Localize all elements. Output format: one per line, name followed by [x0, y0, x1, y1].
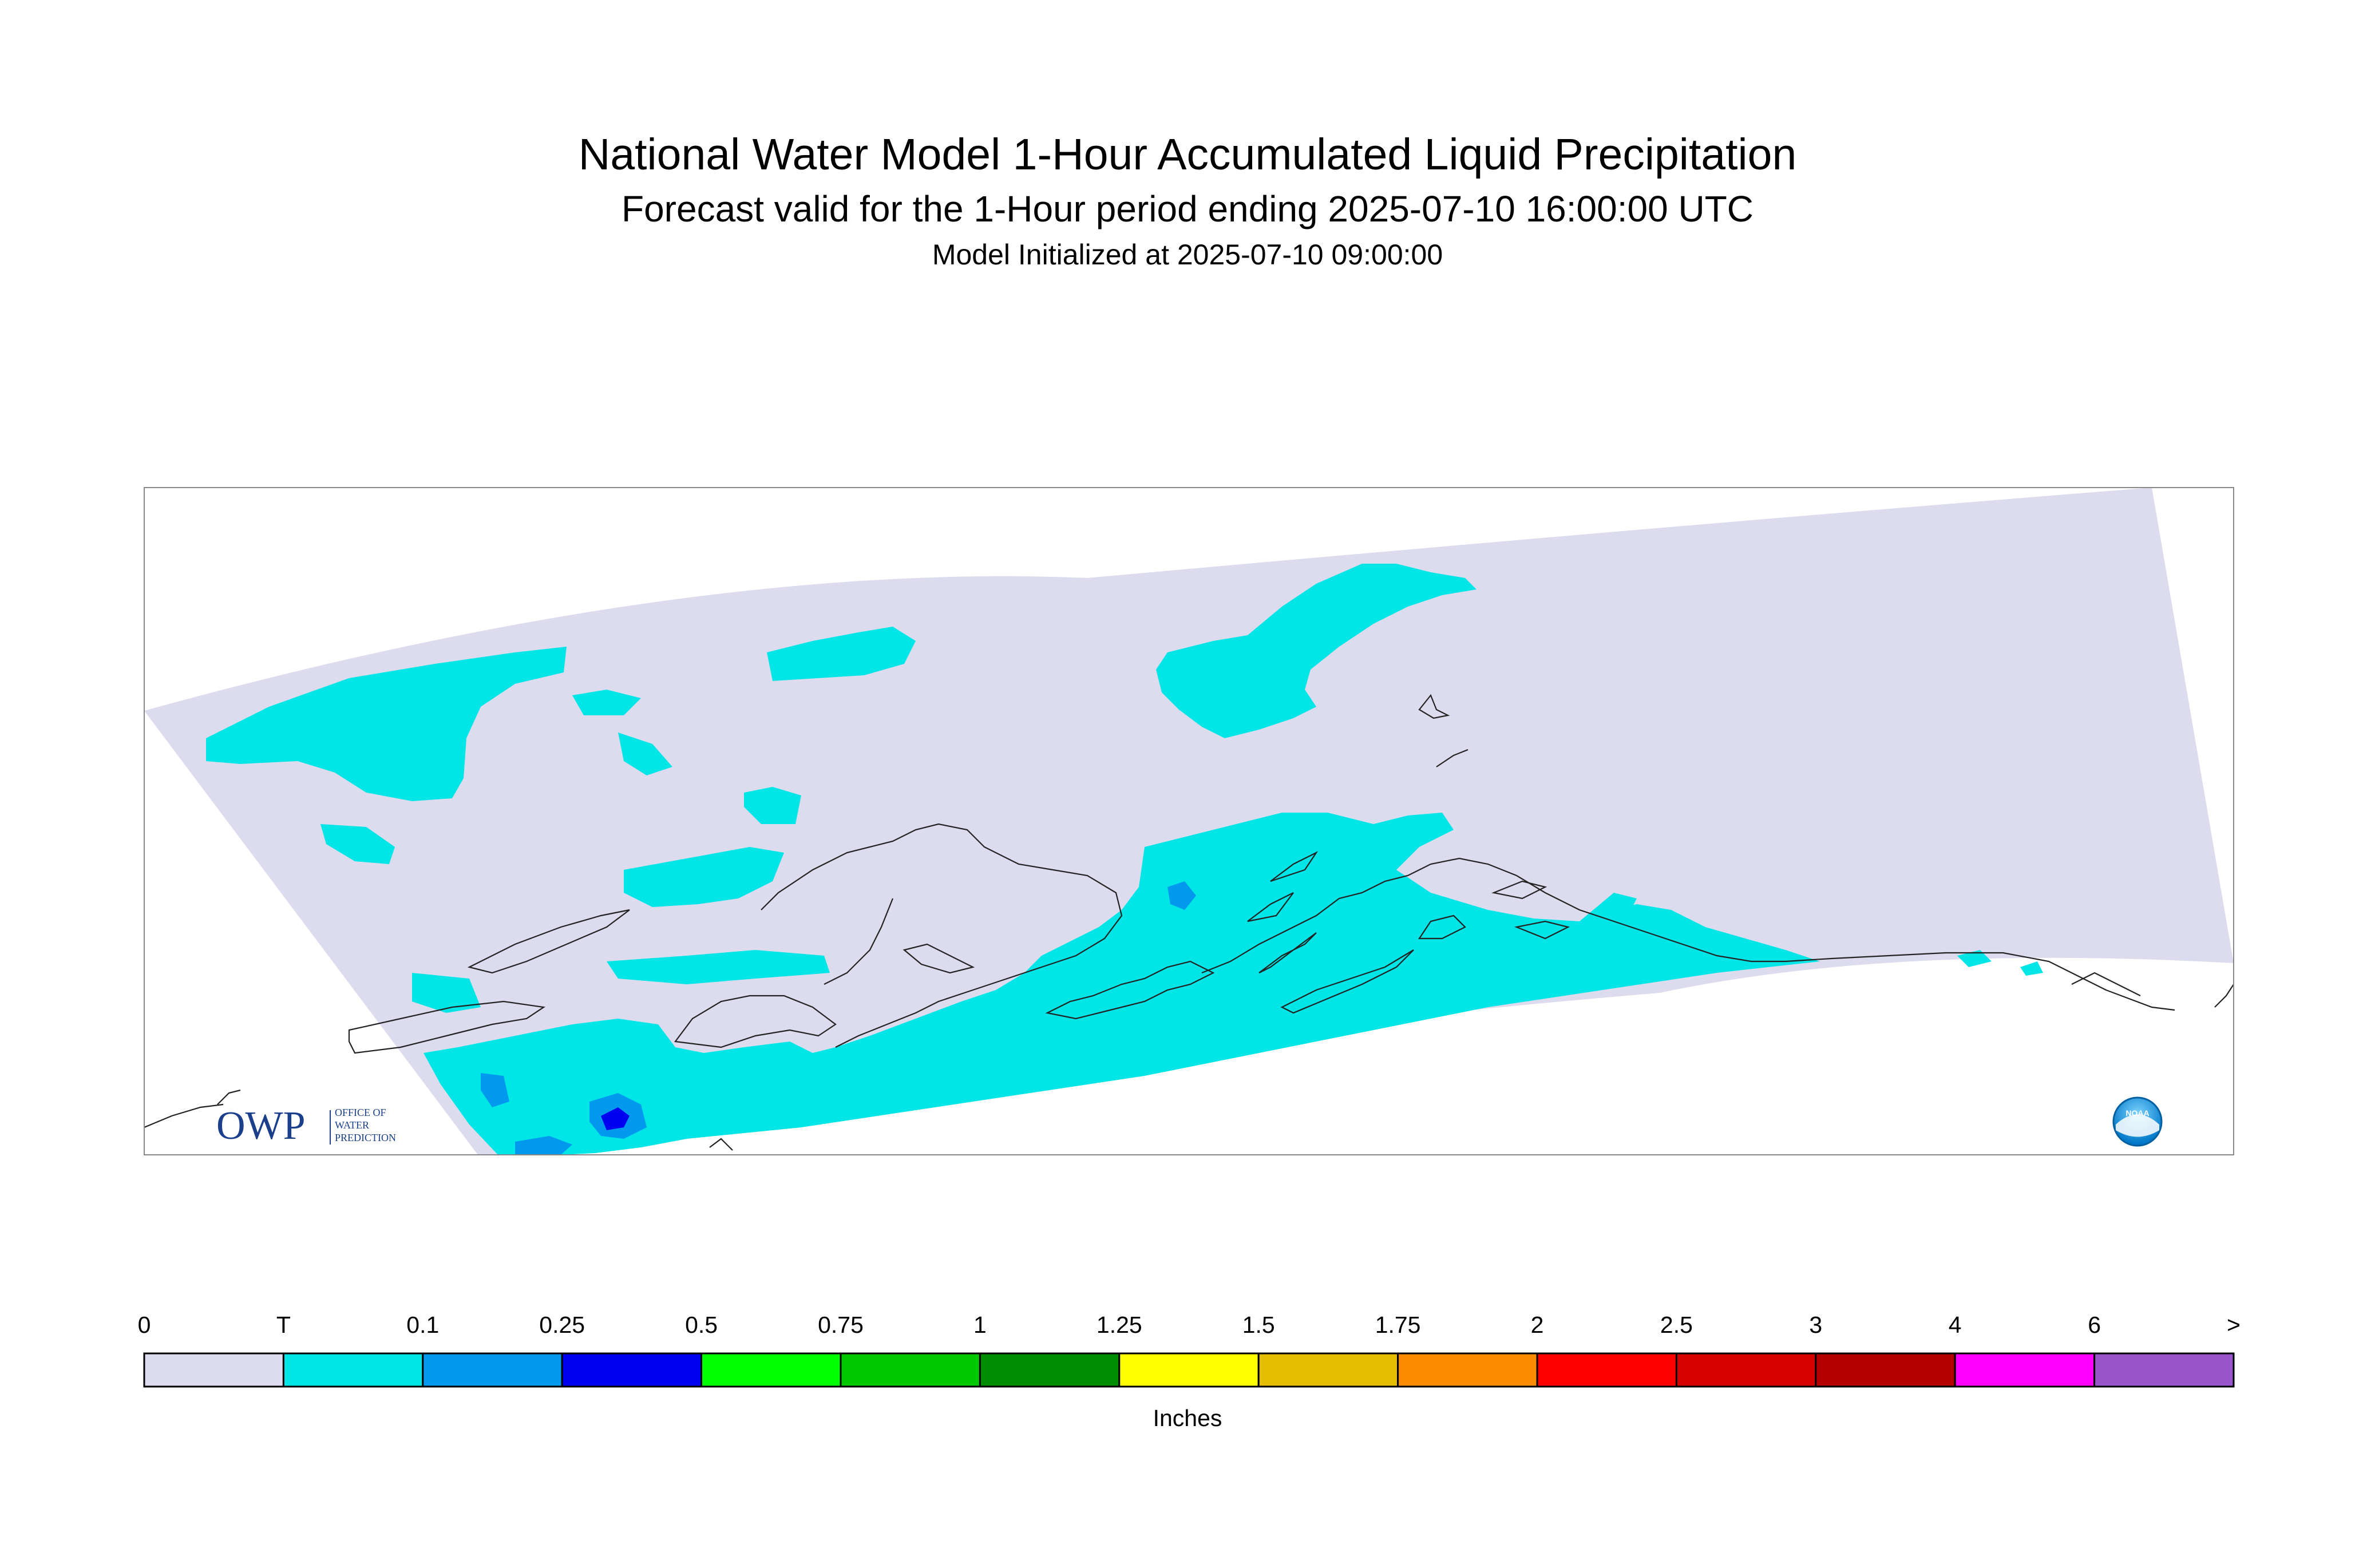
coastline — [709, 1138, 733, 1151]
legend-swatch — [1536, 1352, 1677, 1388]
owp-line-1: OFFICE OF — [335, 1107, 386, 1118]
legend-swatch — [561, 1352, 703, 1388]
map-title: National Water Model 1-Hour Accumulated … — [578, 130, 1797, 179]
legend-tick-label: 1.5 — [1242, 1312, 1275, 1338]
precip-area — [744, 787, 801, 824]
legend-swatch — [1954, 1352, 2096, 1388]
coastline — [217, 1089, 241, 1105]
coastline — [2214, 984, 2234, 1008]
map-area — [144, 488, 2234, 1155]
legend-tick-label: 0 — [137, 1312, 151, 1338]
coastline — [1201, 857, 2175, 1011]
owp-abbrev: OWP — [216, 1104, 306, 1148]
coastline — [467, 909, 630, 974]
legend-swatch — [840, 1352, 981, 1388]
coastline — [761, 823, 1123, 1048]
legend-swatch — [422, 1352, 563, 1388]
coastline — [1280, 949, 1414, 1014]
noaa-gull-icon — [2116, 1114, 2159, 1137]
legend-swatch — [1118, 1352, 1260, 1388]
precip-area — [2020, 961, 2043, 976]
legend-tick-label: 0.1 — [406, 1312, 440, 1338]
precip-area — [412, 973, 481, 1013]
legend-swatch — [700, 1352, 842, 1388]
coastline — [1418, 914, 1466, 940]
init-time: Model Initialized at 2025-07-10 09:00:00 — [932, 239, 1443, 271]
precip-area — [1957, 950, 1992, 967]
precip-area — [515, 1136, 572, 1155]
coastline — [1491, 880, 1547, 900]
precip-area — [1156, 564, 1477, 738]
legend-tick-label: 6 — [2088, 1312, 2101, 1338]
coastline — [1436, 749, 1468, 767]
legend-tick-label: 0.5 — [685, 1312, 718, 1338]
title-block: National Water Model 1-Hour Accumulated … — [0, 126, 2375, 275]
moderate-precip-areas — [601, 1107, 630, 1130]
coastline — [674, 995, 837, 1048]
coastline — [1045, 960, 1215, 1020]
noaa-text: NOAA — [2125, 1108, 2149, 1118]
precip-area — [618, 732, 672, 775]
precip-area — [767, 627, 916, 681]
precip-area — [401, 687, 452, 727]
map-frame — [144, 487, 2234, 1155]
coastline — [902, 943, 975, 974]
light-precip-areas — [481, 881, 1196, 1155]
coastline — [1258, 932, 1317, 973]
legend-tick-label: > — [2227, 1312, 2241, 1338]
owp-line-3: PREDICTION — [335, 1132, 396, 1143]
precip-area — [572, 690, 641, 715]
owp-line-2: WATER — [335, 1119, 369, 1131]
model-domain — [144, 488, 2234, 1155]
legend-tick-label: 1.75 — [1375, 1312, 1421, 1338]
legend-swatch — [1675, 1352, 1817, 1388]
legend-units: Inches — [1153, 1405, 1222, 1431]
legend-swatch — [282, 1352, 424, 1388]
map-subtitle: Forecast valid for the 1-Hour period end… — [621, 188, 1754, 229]
precip-area — [320, 824, 395, 864]
legend-swatch — [979, 1352, 1121, 1388]
coastline — [824, 898, 894, 985]
precip-area — [206, 647, 567, 801]
legend-swatch — [1397, 1352, 1538, 1388]
precip-area — [607, 950, 830, 984]
precip-area — [624, 847, 784, 907]
owp-logo: OWP OFFICE OF WATER PREDICTION — [216, 1104, 396, 1148]
coastlines — [144, 694, 2234, 1151]
legend-tick-label: 1.25 — [1096, 1312, 1142, 1338]
legend-tick-label: 4 — [1948, 1312, 1962, 1338]
coastline — [1418, 694, 1450, 719]
precip-area — [481, 1073, 509, 1107]
legend-colorbar — [143, 1352, 2235, 1388]
coastline — [1270, 851, 1319, 882]
legend-tick-label: 1 — [973, 1312, 987, 1338]
legend-tick-label: T — [276, 1312, 291, 1338]
coastline — [1514, 920, 1570, 940]
legend-tick-labels: 0 T 0.1 0.25 0.5 0.75 1 1.25 1.5 1.75 2 2.5 3 4 6 > — [0, 1312, 2375, 1346]
legend-swatch — [2093, 1352, 2235, 1388]
noaa-logo: NOAA — [2112, 1096, 2163, 1147]
coastline — [348, 1000, 546, 1054]
coastline — [144, 1103, 224, 1129]
precip-area — [1167, 881, 1196, 910]
coastline — [2071, 972, 2141, 996]
legend-tick-label: 2.5 — [1660, 1312, 1693, 1338]
coastline — [1247, 892, 1294, 922]
legend-tick-label: 3 — [1809, 1312, 1823, 1338]
legend-tick-label: 2 — [1530, 1312, 1544, 1338]
legend-swatch — [143, 1352, 284, 1388]
legend-swatch — [1257, 1352, 1399, 1388]
legend-tick-label: 0.25 — [539, 1312, 585, 1338]
legend-swatch — [1815, 1352, 1956, 1388]
legend-tick-label: 0.75 — [818, 1312, 864, 1338]
precip-area — [601, 1107, 630, 1130]
